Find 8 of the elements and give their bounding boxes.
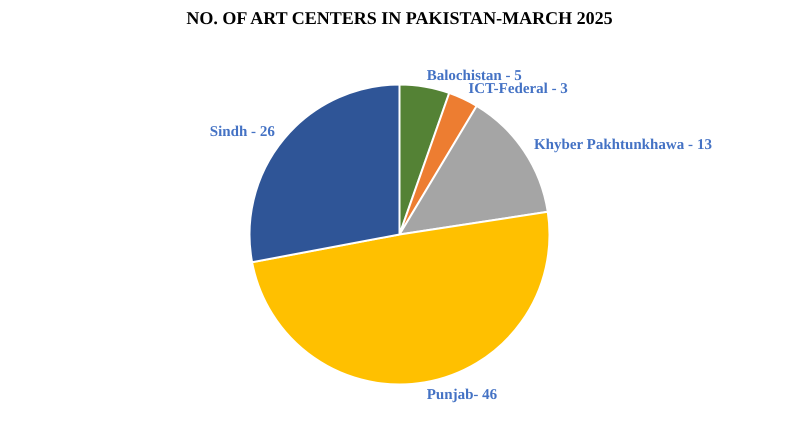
slice-label: Punjab- <box>426 387 478 404</box>
data-label: 26 <box>260 124 276 140</box>
slice-label: Khyber Pakhtunkhawa - <box>534 137 693 154</box>
data-label: 13 <box>696 137 712 154</box>
chart-title: NO. OF ART CENTERS IN PAKISTAN-MARCH 2025 <box>186 8 613 28</box>
data-label: 3 <box>560 80 568 97</box>
data-label: 46 <box>482 387 498 404</box>
slice-label: Sindh - <box>210 124 256 140</box>
